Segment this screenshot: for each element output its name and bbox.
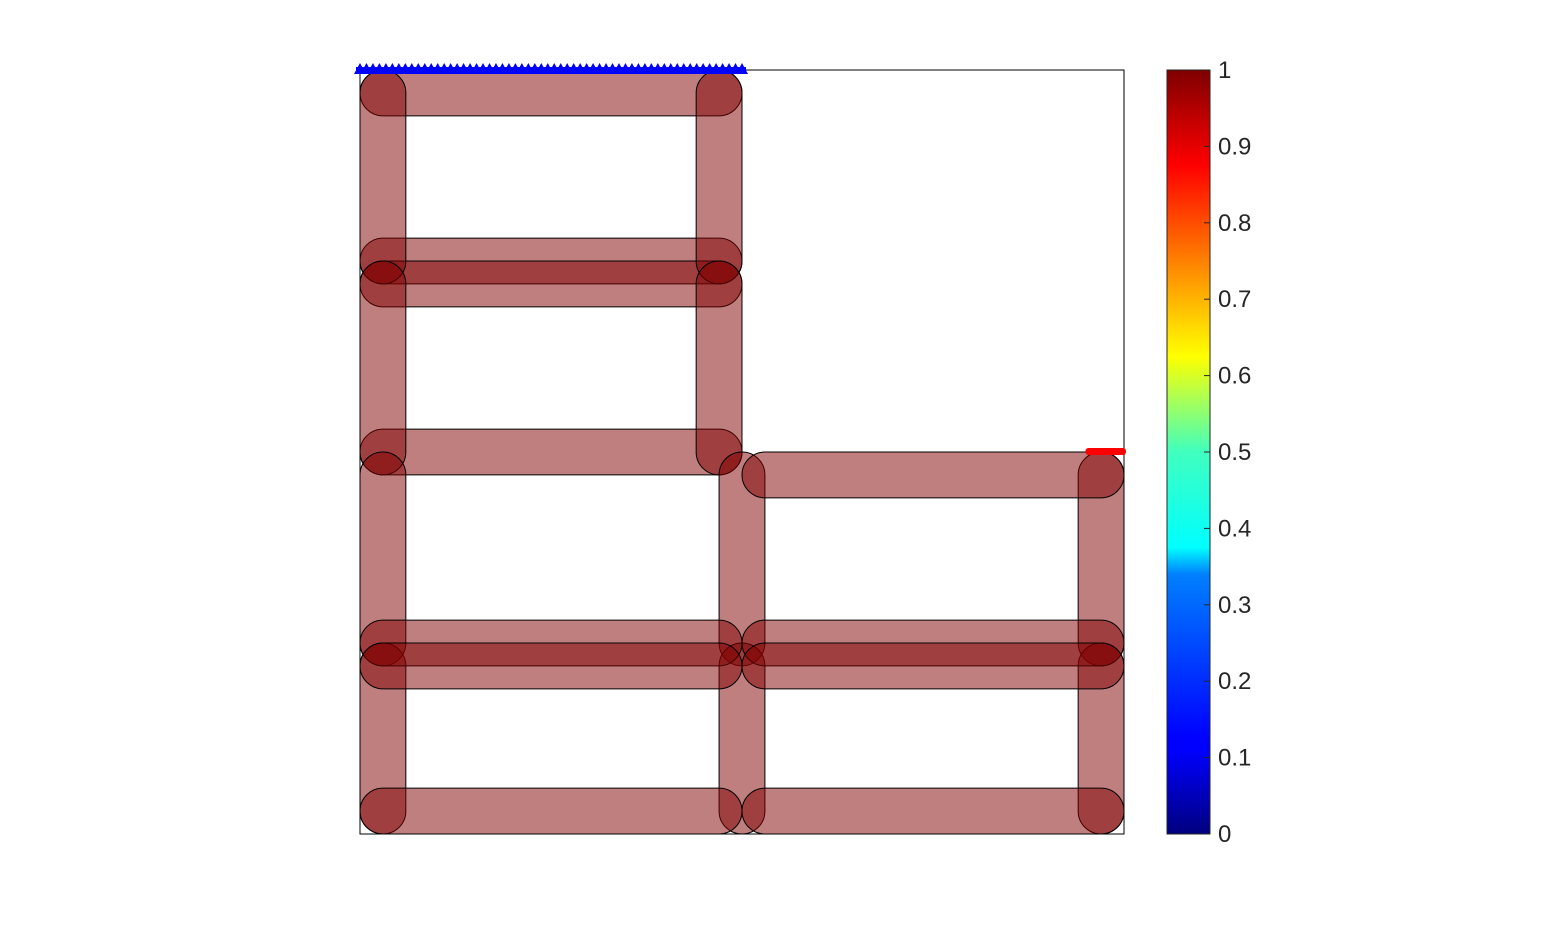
colorbar-tick-label: 0.7 <box>1218 286 1251 313</box>
member-top-bar-1 <box>359 69 743 117</box>
member-top-left-post-2 <box>359 260 407 476</box>
colorbar-tick-label: 0.1 <box>1218 745 1251 772</box>
colorbar-tick-label: 0.8 <box>1218 210 1251 237</box>
member-top-right-post-1 <box>695 69 743 285</box>
fixed-support-markers <box>354 63 748 74</box>
load-point-marker <box>1085 448 1126 455</box>
colorbar-ticks: 0 0.1 0.2 0.3 0.4 0.5 0.6 0.7 0.8 0.9 1 <box>1204 57 1251 848</box>
member-top-bar-4 <box>359 428 743 476</box>
colorbar-tick-label: 0.2 <box>1218 668 1251 695</box>
colorbar-tick-label: 0.6 <box>1218 363 1251 390</box>
member-top-left-post-1 <box>359 69 407 285</box>
member-bar-right-bottom <box>741 787 1125 835</box>
members-layer <box>359 69 1125 835</box>
colorbar <box>1166 69 1211 835</box>
member-bar-left-bottom <box>359 787 743 835</box>
colorbar-tick-label: 1 <box>1218 57 1231 84</box>
colorbar-tick-label: 0 <box>1218 821 1231 848</box>
colorbar-tick-label: 0.3 <box>1218 592 1251 619</box>
member-bar-right-top <box>741 451 1125 499</box>
colorbar-tick-label: 0.4 <box>1218 515 1251 542</box>
member-top-right-post-2 <box>695 260 743 476</box>
member-bar-left-mid-2 <box>359 642 743 690</box>
member-bar-right-mid-2 <box>741 642 1125 690</box>
colorbar-tick-label: 0.9 <box>1218 133 1251 160</box>
load-marker <box>1085 448 1126 455</box>
member-top-bar-3 <box>359 260 743 308</box>
support-line <box>356 67 746 73</box>
colorbar-tick-label: 0.5 <box>1218 439 1251 466</box>
